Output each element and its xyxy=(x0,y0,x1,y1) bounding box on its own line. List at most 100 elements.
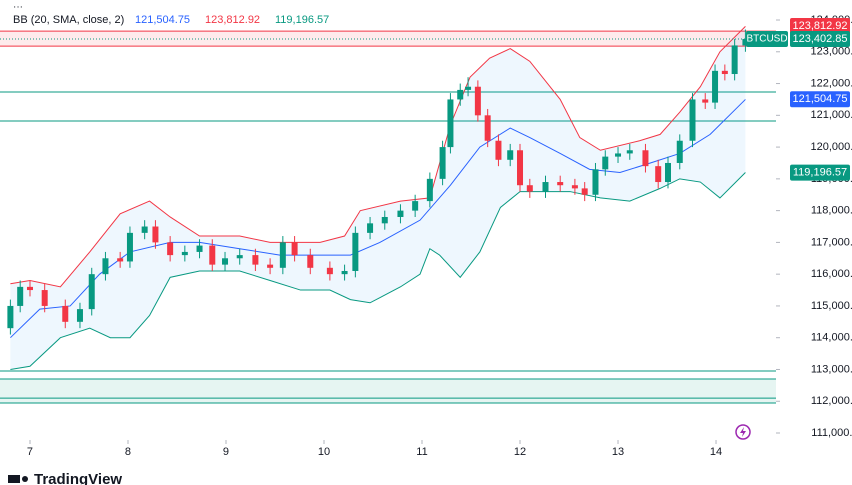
y-tick-label: 118,000.00 xyxy=(811,205,852,217)
candle-body xyxy=(447,99,454,148)
candle-body xyxy=(484,115,491,141)
x-tick-label: 9 xyxy=(223,446,229,458)
candle-body xyxy=(88,274,95,310)
symbol-tag xyxy=(746,30,788,47)
indicator-value: 119,196.57 xyxy=(275,14,329,26)
price-tag xyxy=(790,17,850,34)
candle-body xyxy=(615,153,622,157)
candle-body xyxy=(581,188,588,195)
candle-body xyxy=(102,258,109,275)
x-tick-label: 13 xyxy=(612,446,624,458)
candle-body xyxy=(41,290,48,306)
candle-body xyxy=(642,150,649,167)
candle-body xyxy=(222,258,229,265)
candle-body xyxy=(712,70,719,103)
candle-body xyxy=(307,255,314,268)
candle-body xyxy=(62,305,69,322)
candle-body xyxy=(381,216,388,224)
candle-body xyxy=(495,140,502,160)
y-tick-label: 113,000.00 xyxy=(811,363,852,375)
band-fill xyxy=(10,26,746,370)
candle-body xyxy=(26,286,33,291)
candle-body xyxy=(721,70,728,75)
candle-body xyxy=(352,232,359,271)
candle-body xyxy=(17,286,24,306)
price-tag-label: 121,504.75 xyxy=(792,93,847,105)
candle-body xyxy=(557,182,564,186)
x-tick-label: 11 xyxy=(416,446,427,458)
indicator-title: BB (20, SMA, close, 2) xyxy=(13,14,124,26)
candle-body xyxy=(742,38,749,46)
candle-body xyxy=(689,99,696,141)
candle-body xyxy=(517,150,524,186)
candle-body xyxy=(76,309,83,322)
candle-body xyxy=(181,251,188,256)
indicator-value: 121,504.75 xyxy=(135,14,190,26)
symbol-label: BTCUSD xyxy=(746,34,787,45)
indicator-value: 123,812.92 xyxy=(205,14,260,26)
x-tick-label: 8 xyxy=(125,446,131,458)
zone xyxy=(0,31,776,47)
candle-body xyxy=(426,178,433,202)
price-tag-label: 123,812.92 xyxy=(792,20,847,32)
candle-body xyxy=(252,255,259,265)
lightning-icon[interactable] xyxy=(735,424,751,440)
y-tick-label: 111,000.00 xyxy=(811,427,852,439)
candle-body xyxy=(267,264,274,268)
candle-body xyxy=(676,140,683,163)
candle-body xyxy=(341,270,348,275)
candle-body xyxy=(7,305,14,329)
brand-name: TradingView xyxy=(34,471,122,485)
candle-body xyxy=(141,226,148,233)
y-tick-label: 120,000.00 xyxy=(810,141,852,153)
price-tag-label: 123,402.85 xyxy=(792,33,847,45)
candle-body xyxy=(152,226,159,243)
candle-body xyxy=(592,169,599,195)
candle-body xyxy=(542,182,549,192)
candle-body xyxy=(412,201,419,211)
candle-body xyxy=(397,210,404,217)
candle-body xyxy=(439,147,446,179)
candle-body xyxy=(209,245,216,265)
y-tick-label: 115,000.00 xyxy=(811,300,852,312)
candle-body xyxy=(526,185,533,192)
x-tick-label: 12 xyxy=(514,446,526,458)
candle-body xyxy=(626,150,633,154)
y-tick-label: 123,000.00 xyxy=(810,46,852,58)
x-tick-label: 10 xyxy=(318,446,330,458)
y-tick-label: 114,000.00 xyxy=(811,332,852,344)
candle-body xyxy=(465,86,472,90)
candle-body xyxy=(702,99,709,103)
y-tick-label: 117,000.00 xyxy=(811,236,852,248)
zone xyxy=(0,379,776,404)
y-tick-label: 116,000.00 xyxy=(811,268,852,280)
candle-body xyxy=(291,242,298,256)
menu-dots: ··· xyxy=(13,2,23,13)
price-tag xyxy=(790,91,850,108)
plot xyxy=(0,26,776,404)
candle-body xyxy=(279,242,286,268)
price-tag-label: 119,196.57 xyxy=(793,167,847,179)
band-line xyxy=(10,172,746,370)
y-tick-label: 121,000.00 xyxy=(810,109,852,121)
x-tick-label: 14 xyxy=(710,446,722,458)
candle-body xyxy=(196,245,203,252)
candle-body xyxy=(655,166,662,183)
candle-body xyxy=(602,156,609,170)
band-line xyxy=(10,99,746,339)
candle-body xyxy=(167,242,174,256)
candle-body xyxy=(457,89,464,100)
candle-body xyxy=(507,150,514,160)
price-tag xyxy=(790,164,850,181)
candle-body xyxy=(731,45,738,75)
candle-body xyxy=(474,86,481,116)
price-tag xyxy=(790,30,850,47)
candle-body xyxy=(571,185,578,189)
candle-body xyxy=(664,162,671,183)
x-tick-label: 7 xyxy=(27,446,33,458)
candle-body xyxy=(126,232,133,262)
candle-body xyxy=(236,255,243,259)
brand-logo xyxy=(8,475,28,483)
candle-body xyxy=(326,267,333,275)
